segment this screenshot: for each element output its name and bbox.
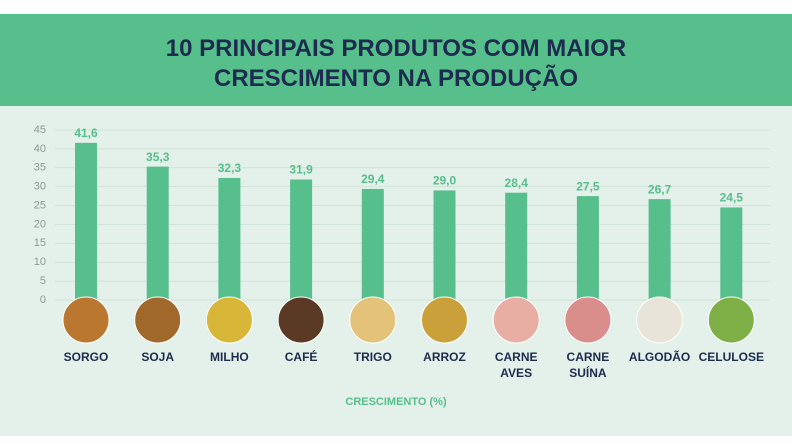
value-label: 27,5 [576, 179, 600, 193]
y-tick-label: 30 [34, 181, 46, 193]
x-tick-label: CELULOSE [698, 350, 764, 364]
bar [576, 196, 599, 310]
value-label: 41,6 [74, 126, 98, 140]
x-tick-label: SORGO [63, 350, 109, 364]
bar [648, 199, 671, 310]
value-label: 31,9 [289, 163, 313, 177]
product-icon [134, 296, 182, 344]
product-icon [349, 296, 397, 344]
x-tick-label: SOJA [141, 350, 175, 364]
x-tick-label: MILHO [210, 350, 249, 364]
y-tick-label: 40 [34, 143, 46, 155]
bar [720, 207, 743, 310]
product-icon [636, 296, 684, 344]
value-label: 26,7 [648, 182, 672, 196]
value-label: 32,3 [218, 161, 242, 175]
y-tick-label: 45 [34, 124, 46, 136]
y-tick-label: 0 [40, 294, 46, 306]
chart-title: 10 PRINCIPAIS PRODUTOS COM MAIOR CRESCIM… [165, 35, 627, 92]
bar [505, 192, 528, 310]
bar [146, 166, 169, 310]
x-tick-label: CARNE SUÍNA [566, 350, 610, 380]
value-label: 29,0 [433, 174, 457, 188]
product-icon [62, 296, 110, 344]
bar [75, 142, 97, 310]
value-label: 35,3 [146, 150, 170, 164]
y-tick-label: 20 [34, 218, 46, 230]
x-tick-label: CAFÉ [284, 350, 318, 364]
x-tick-label: ALGODÃO [628, 350, 691, 364]
header: 10 PRINCIPAIS PRODUTOS COM MAIOR CRESCIM… [0, 14, 792, 106]
y-tick-label: 15 [34, 237, 46, 249]
y-tick-label: 5 [40, 275, 46, 287]
y-tick-label: 25 [34, 199, 46, 211]
bar [290, 179, 313, 310]
value-label: 29,4 [361, 172, 385, 186]
product-icon [707, 296, 755, 344]
value-label: 24,5 [720, 191, 744, 205]
product-icon [492, 296, 540, 344]
y-tick-label: 10 [34, 256, 46, 268]
x-tick-label: CARNE AVES [494, 350, 538, 380]
x-tick-label: TRIGO [353, 350, 392, 364]
product-icon [205, 296, 253, 344]
x-axis-label: CRESCIMENTO (%) [345, 396, 447, 408]
product-icon [277, 296, 325, 344]
bar [361, 188, 384, 310]
x-tick-label: ARROZ [423, 350, 466, 364]
value-label: 28,4 [505, 176, 529, 190]
product-icon [564, 296, 612, 344]
product-icon [421, 296, 468, 344]
bar [433, 190, 456, 310]
bar [218, 177, 241, 310]
y-tick-label: 35 [34, 162, 46, 174]
